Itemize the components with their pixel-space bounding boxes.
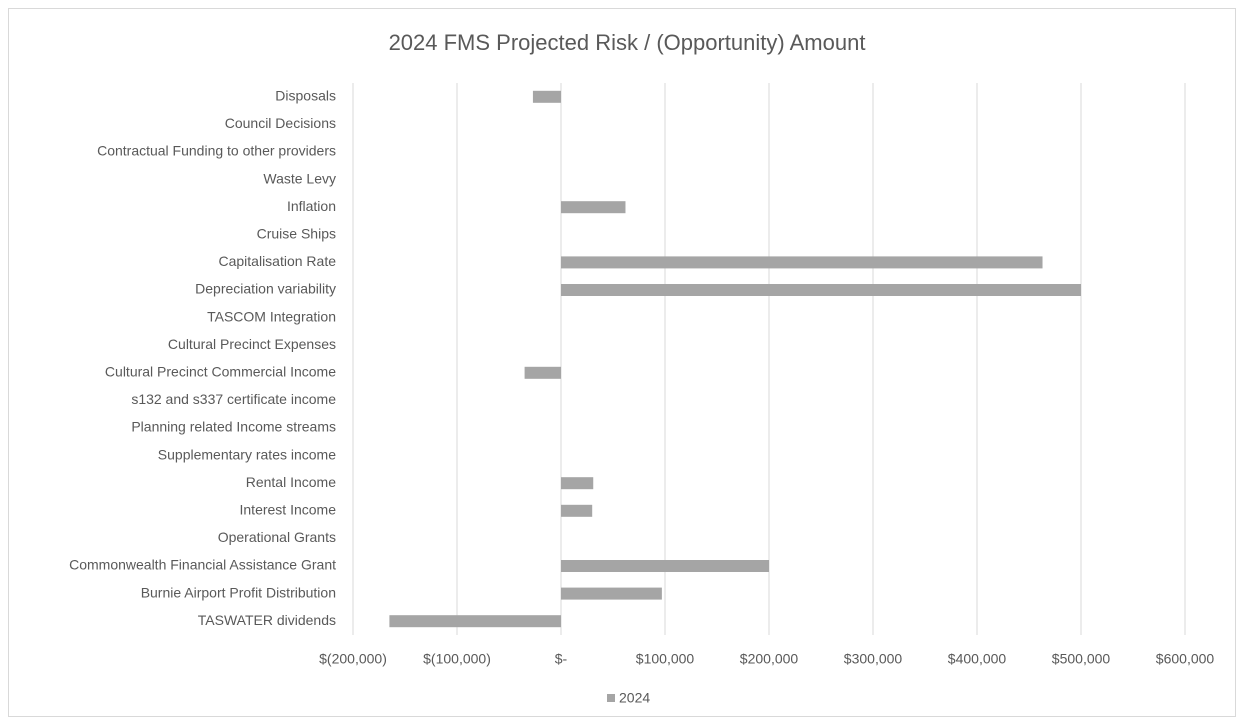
bar [561, 587, 662, 600]
y-tick-label: Contractual Funding to other providers [97, 143, 336, 159]
y-tick-label: Supplementary rates income [158, 446, 336, 462]
x-tick-label: $- [555, 651, 568, 667]
y-tick-label: Cultural Precinct Expenses [168, 336, 336, 352]
y-tick-label: TASWATER dividends [198, 612, 336, 628]
x-tick-label: $500,000 [1052, 651, 1111, 667]
y-tick-label: Cruise Ships [257, 226, 336, 242]
y-tick-label: Council Decisions [225, 115, 336, 131]
y-tick-label: Depreciation variability [195, 281, 336, 297]
chart-border [8, 8, 1236, 717]
y-tick-label: Cultural Precinct Commercial Income [105, 364, 336, 380]
y-tick-label: Waste Levy [263, 170, 336, 186]
bar [561, 477, 594, 490]
y-tick-label: Operational Grants [218, 529, 336, 545]
y-tick-label: Rental Income [246, 474, 336, 490]
x-tick-label: $200,000 [740, 651, 799, 667]
bar [524, 366, 561, 379]
bar [561, 560, 769, 572]
chart-title: 2024 FMS Projected Risk / (Opportunity) … [389, 30, 866, 55]
y-tick-label: Disposals [275, 88, 336, 104]
y-tick-label: Capitalisation Rate [218, 253, 336, 269]
y-tick-label: Inflation [287, 198, 336, 214]
x-tick-label: $(200,000) [319, 651, 387, 667]
y-tick-label: TASCOM Integration [207, 308, 336, 324]
x-tick-label: $600,000 [1156, 651, 1215, 667]
y-tick-label: Burnie Airport Profit Distribution [141, 584, 336, 600]
x-tick-label: $100,000 [636, 651, 695, 667]
y-tick-label: Planning related Income streams [131, 419, 336, 435]
bar [561, 504, 593, 517]
x-tick-label: $400,000 [948, 651, 1007, 667]
y-tick-label: s132 and s337 certificate income [131, 391, 336, 407]
legend-swatch [607, 694, 615, 702]
x-tick-label: $300,000 [844, 651, 903, 667]
bar [389, 615, 561, 628]
bar [561, 284, 1081, 296]
bar [561, 201, 626, 214]
legend-label: 2024 [619, 690, 650, 706]
x-tick-label: $(100,000) [423, 651, 491, 667]
bar [561, 256, 1043, 269]
y-tick-label: Commonwealth Financial Assistance Grant [69, 557, 336, 573]
y-tick-label: Interest Income [240, 502, 337, 518]
bar [532, 90, 561, 103]
